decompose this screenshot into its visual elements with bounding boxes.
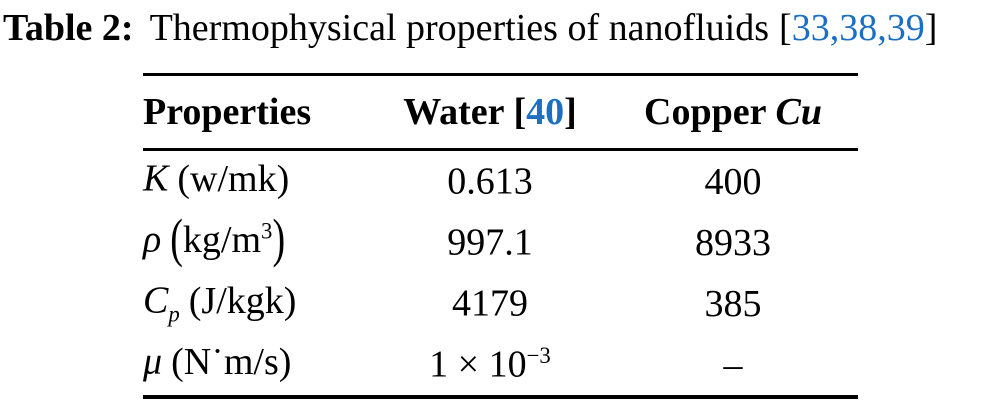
unit-body: w/mk — [190, 157, 277, 200]
header-copper-label: Copper — [644, 91, 767, 133]
header-row: Properties Water [40] Copper Cu — [143, 75, 858, 150]
property-cell: ρ (kg/m3) — [143, 212, 372, 273]
property-unit: (w/mk) — [177, 158, 289, 200]
property-symbol: ρ — [143, 218, 162, 261]
caption-cite-close-bracket: ] — [924, 7, 938, 49]
unit-superscript: 3 — [261, 217, 273, 243]
property-symbol: μ — [143, 340, 163, 383]
property-unit: (kg/m3) — [170, 212, 285, 266]
property-symbol: K — [143, 157, 169, 200]
table-caption: Table 2: Thermophysical properties of nan… — [3, 7, 937, 51]
water-value-cell: 4179 — [372, 273, 608, 334]
water-value-cell: 1 × 10−3 — [372, 334, 608, 397]
water-value-exponent: −3 — [526, 343, 551, 369]
water-value: 0.613 — [447, 160, 533, 203]
copper-chemical-symbol: Cu — [775, 91, 822, 133]
table-row: K (w/mk) 0.613 400 — [143, 150, 858, 213]
property-symbol: C — [143, 279, 169, 322]
copper-value-cell: 400 — [704, 160, 762, 203]
table-row: μ (N˙m/s) 1 × 10−3 – — [143, 334, 858, 397]
header-water: Water [40] — [372, 75, 608, 150]
unit-close-paren: ) — [276, 157, 290, 200]
unit-close-paren: ) — [283, 279, 297, 322]
unit-open-paren: ( — [188, 279, 202, 322]
header-copper: Copper Cu — [608, 75, 858, 150]
water-citation-link[interactable]: 40 — [526, 91, 565, 133]
water-value: 997.1 — [447, 221, 533, 264]
water-value: 1 × 10 — [429, 343, 527, 386]
caption-label: Table 2: — [3, 7, 134, 49]
header-water-label: Water — [403, 91, 505, 133]
copper-value-cell: 8933 — [695, 221, 771, 264]
caption-text: Thermophysical properties of nanofluids — [149, 7, 770, 49]
property-cell: K (w/mk) — [143, 150, 372, 213]
header-properties: Properties — [143, 91, 312, 133]
unit-close-paren: ) — [272, 209, 286, 269]
unit-open-paren: ( — [177, 157, 191, 200]
property-subscript: p — [168, 301, 180, 327]
copper-value-cell: – — [723, 343, 743, 386]
water-value-cell: 997.1 — [372, 212, 608, 273]
copper-value-cell: 385 — [704, 282, 762, 325]
unit-body: J/kgk — [201, 279, 284, 322]
thermophysical-properties-table: Properties Water [40] Copper Cu K (w/mk) 0.… — [143, 73, 858, 399]
property-unit: (J/kgk) — [189, 280, 297, 322]
water-value: 4179 — [452, 282, 528, 325]
unit-close-paren: ) — [278, 340, 292, 383]
water-cite-open-bracket: [ — [513, 91, 527, 133]
caption-cite-open-bracket: [ — [779, 7, 792, 49]
unit-open-paren: ( — [170, 209, 183, 269]
table-row: Cp (J/kgk) 4179 385 — [143, 273, 858, 334]
property-cell: μ (N˙m/s) — [143, 334, 372, 397]
unit-body: kg/m — [182, 218, 262, 261]
caption-citation-links[interactable]: 33,38,39 — [791, 7, 925, 49]
water-cite-close-bracket: ] — [564, 91, 577, 133]
table-row: ρ (kg/m3) 997.1 8933 — [143, 212, 858, 273]
property-cell: Cp (J/kgk) — [143, 273, 372, 334]
water-value-cell: 0.613 — [372, 150, 608, 213]
property-unit: (N˙m/s) — [171, 341, 291, 383]
unit-body: N˙m/s — [183, 340, 279, 383]
unit-open-paren: ( — [171, 340, 184, 383]
